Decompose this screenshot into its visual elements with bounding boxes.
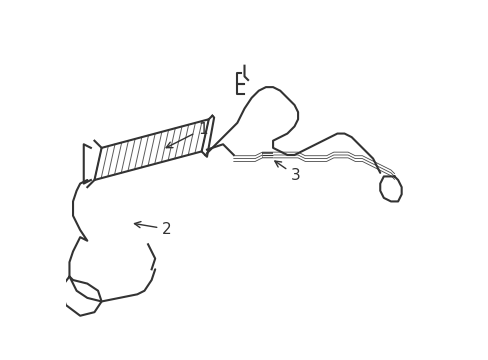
Text: 3: 3	[274, 161, 300, 183]
Text: 2: 2	[134, 222, 172, 237]
Text: 1: 1	[166, 122, 207, 148]
